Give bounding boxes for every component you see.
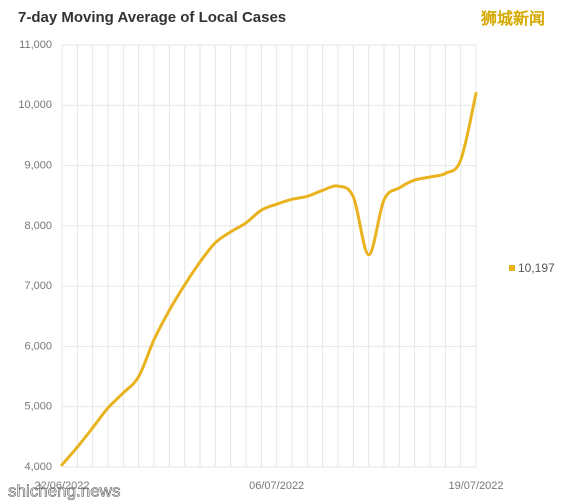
label-swatch [509,265,515,271]
chart-title: 7-day Moving Average of Local Cases [18,9,286,26]
x-tick-label: 22/06/2022 [34,480,89,492]
value-label: 10,197 [518,261,555,275]
y-tick-label: 6,000 [24,340,52,352]
y-tick-label: 4,000 [24,461,52,473]
watermark: shicheng.news [8,481,120,500]
y-tick-label: 11,000 [19,39,52,51]
y-tick-label: 5,000 [24,401,52,413]
line [60,91,478,467]
y-tick-label: 9,000 [24,159,52,171]
x-tick-label: 19/07/2022 [448,480,503,492]
x-tick-label: 06/07/2022 [249,480,304,492]
y-tick-label: 7,000 [24,280,52,292]
y-tick-label: 8,000 [24,220,52,232]
watermark: 狮城新闻 [480,9,545,28]
y-tick-label: 10,000 [18,99,52,111]
